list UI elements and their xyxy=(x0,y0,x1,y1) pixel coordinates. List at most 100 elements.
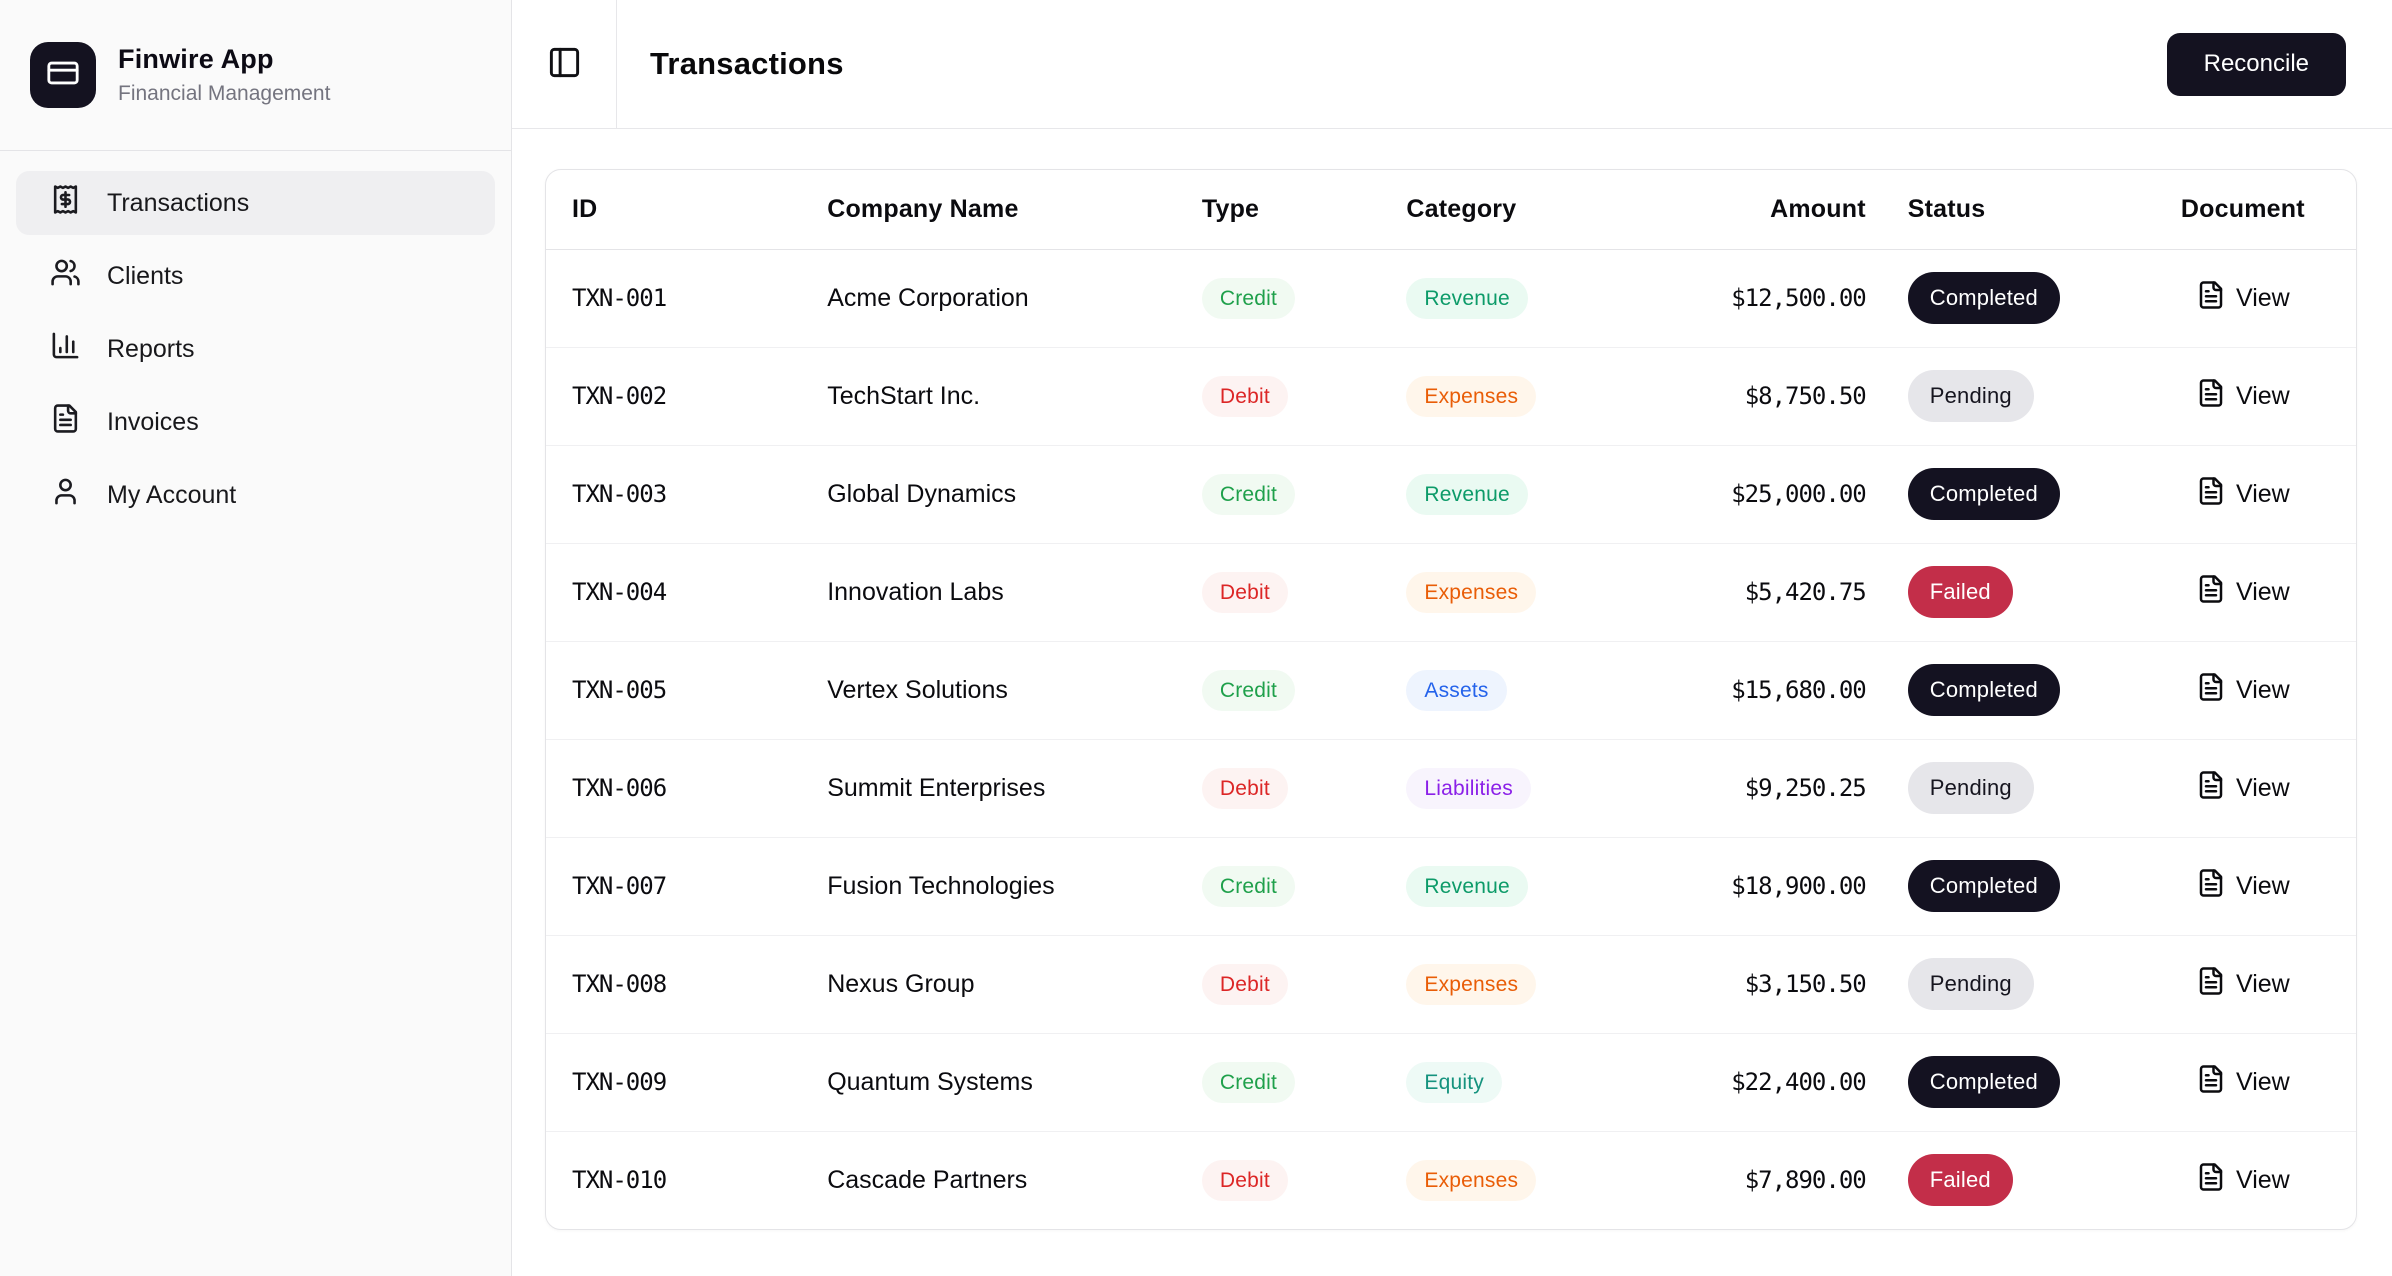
file-text-icon xyxy=(2196,378,2226,415)
sidebar-item-my-account[interactable]: My Account xyxy=(16,463,495,527)
transaction-id: TXN-010 xyxy=(572,1166,667,1195)
view-document-button[interactable]: View xyxy=(2196,868,2290,905)
table-row: TXN-009 Quantum Systems Credit Equity $2… xyxy=(546,1033,2356,1132)
column-header-status: Status xyxy=(1881,170,2130,250)
table-row: TXN-008 Nexus Group Debit Expenses $3,15… xyxy=(546,935,2356,1034)
credit-card-icon xyxy=(46,56,80,95)
table-row: TXN-002 TechStart Inc. Debit Expenses $8… xyxy=(546,347,2356,446)
company-name: Cascade Partners xyxy=(827,1165,1028,1194)
app-title: Finwire App xyxy=(118,44,274,74)
sidebar-nav: Transactions Clients Reports Invoices My Acc… xyxy=(0,151,511,547)
view-document-button[interactable]: View xyxy=(2196,672,2290,709)
amount-value: $22,400.00 xyxy=(1592,1033,1882,1132)
sidebar-item-transactions[interactable]: Transactions xyxy=(16,171,495,235)
type-badge: Credit xyxy=(1201,473,1296,515)
view-label: View xyxy=(2235,381,2290,410)
view-document-button[interactable]: View xyxy=(2196,280,2290,317)
users-icon xyxy=(50,257,81,295)
panel-left-icon xyxy=(547,45,582,83)
view-document-button[interactable]: View xyxy=(2196,378,2290,415)
file-text-icon xyxy=(2196,574,2226,611)
status-badge: Completed xyxy=(1907,272,2060,324)
column-header-id: ID xyxy=(546,170,802,250)
amount-value: $8,750.50 xyxy=(1592,347,1882,446)
view-label: View xyxy=(2235,1165,2290,1194)
company-name: Summit Enterprises xyxy=(801,739,1176,838)
content: ID Company Name Type Category Amount Status Do… xyxy=(512,129,2392,1230)
table-row: TXN-010 Cascade Partners Debit Expenses … xyxy=(546,1131,2356,1229)
type-badge: Credit xyxy=(1201,669,1296,711)
column-header-category: Category xyxy=(1380,170,1593,250)
view-document-button[interactable]: View xyxy=(2196,574,2290,611)
amount-value: $3,150.50 xyxy=(1592,935,1882,1034)
column-header-type: Type xyxy=(1175,170,1381,250)
reconcile-button[interactable]: Reconcile xyxy=(2166,32,2346,96)
sidebar-item-invoices[interactable]: Invoices xyxy=(16,390,495,454)
category-badge: Liabilities xyxy=(1406,767,1531,809)
category-badge: Revenue xyxy=(1406,473,1528,515)
transaction-id: TXN-005 xyxy=(546,641,802,740)
app-logo xyxy=(30,42,96,108)
category-badge: Revenue xyxy=(1406,277,1528,319)
view-label: View xyxy=(2235,479,2290,508)
view-label: View xyxy=(2235,871,2290,900)
type-badge: Debit xyxy=(1201,375,1288,417)
type-badge: Debit xyxy=(1201,963,1288,1005)
amount-value: $12,500.00 xyxy=(1592,249,1882,348)
transaction-id: TXN-001 xyxy=(546,249,802,348)
view-document-button[interactable]: View xyxy=(2196,770,2290,807)
sidebar-item-clients[interactable]: Clients xyxy=(16,244,495,308)
company-name: Vertex Solutions xyxy=(801,641,1176,740)
view-label: View xyxy=(2235,283,2290,312)
category-badge: Assets xyxy=(1406,669,1507,711)
company-name: TechStart Inc. xyxy=(801,347,1176,446)
status-badge: Pending xyxy=(1907,762,2034,814)
transaction-id: TXN-007 xyxy=(546,837,802,936)
transaction-id: TXN-009 xyxy=(546,1033,802,1132)
table-row: TXN-004 Innovation Labs Debit Expenses $… xyxy=(546,543,2356,642)
column-header-amount: Amount xyxy=(1592,170,1882,250)
page-title: Transactions xyxy=(650,46,844,81)
sidebar-item-label: Reports xyxy=(107,334,195,363)
file-text-icon xyxy=(2196,280,2226,317)
view-label: View xyxy=(2235,675,2290,704)
category-badge: Expenses xyxy=(1406,963,1537,1005)
sidebar-item-label: Clients xyxy=(107,261,184,290)
column-header-company-name: Company Name xyxy=(801,170,1176,250)
type-badge: Credit xyxy=(1201,1061,1296,1103)
company-name: Global Dynamics xyxy=(801,445,1176,544)
status-badge: Completed xyxy=(1907,664,2060,716)
sidebar-item-label: Transactions xyxy=(107,188,250,217)
view-document-button[interactable]: View xyxy=(2196,1064,2290,1101)
view-label: View xyxy=(2235,969,2290,998)
receipt-icon xyxy=(50,184,81,222)
amount-value: $25,000.00 xyxy=(1592,445,1882,544)
transaction-id: TXN-006 xyxy=(546,739,802,838)
transaction-id: TXN-004 xyxy=(546,543,802,642)
transactions-table-body: TXN-001 Acme Corporation Credit Revenue … xyxy=(546,249,2356,1229)
sidebar-item-reports[interactable]: Reports xyxy=(16,317,495,381)
company-name: Innovation Labs xyxy=(801,543,1176,642)
view-document-button[interactable]: View xyxy=(2196,966,2290,1003)
table-header: ID Company Name Type Category Amount Status Do… xyxy=(546,170,2356,250)
file-text-icon xyxy=(2196,868,2226,905)
bar-chart-icon xyxy=(50,330,81,368)
table-row: TXN-001 Acme Corporation Credit Revenue … xyxy=(546,249,2356,348)
view-document-button[interactable]: View xyxy=(2196,476,2290,513)
file-text-icon xyxy=(2196,672,2226,709)
table-row: TXN-006 Summit Enterprises Debit Liabili… xyxy=(546,739,2356,838)
amount-value: $15,680.00 xyxy=(1592,641,1882,740)
view-document-button[interactable]: View xyxy=(2196,1162,2290,1199)
table-row: TXN-003 Global Dynamics Credit Revenue $… xyxy=(546,445,2356,544)
table-row: TXN-005 Vertex Solutions Credit Assets $… xyxy=(546,641,2356,740)
type-badge: Credit xyxy=(1201,865,1296,907)
sidebar-toggle-button[interactable] xyxy=(536,36,592,92)
status-badge: Completed xyxy=(1907,1056,2060,1108)
transaction-id: TXN-002 xyxy=(546,347,802,446)
main-area: Transactions Reconcile ID Company Name Typ… xyxy=(512,0,2392,1276)
app-identity: Finwire App Financial Management xyxy=(118,44,330,106)
file-text-icon xyxy=(2196,770,2226,807)
amount-value: $7,890.00 xyxy=(1744,1166,1867,1195)
user-icon xyxy=(50,476,81,514)
category-badge: Expenses xyxy=(1406,375,1537,417)
